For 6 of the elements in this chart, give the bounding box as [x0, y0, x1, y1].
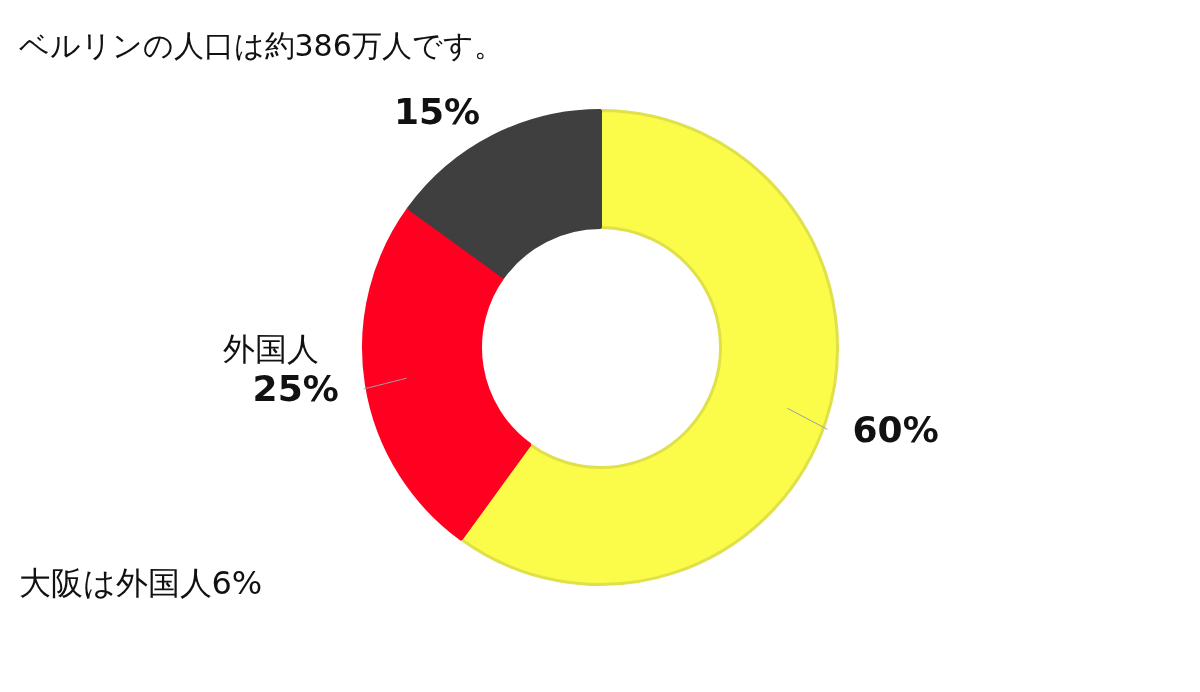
chart-title: ベルリンの人口は約386万人です。	[18, 28, 504, 63]
data-label: 15%	[394, 90, 481, 132]
data-label: 25%	[252, 368, 339, 410]
text: 大阪は外国人6%	[18, 563, 263, 602]
slice-label: 外国人	[222, 329, 319, 368]
data-label: 60%	[852, 408, 939, 450]
